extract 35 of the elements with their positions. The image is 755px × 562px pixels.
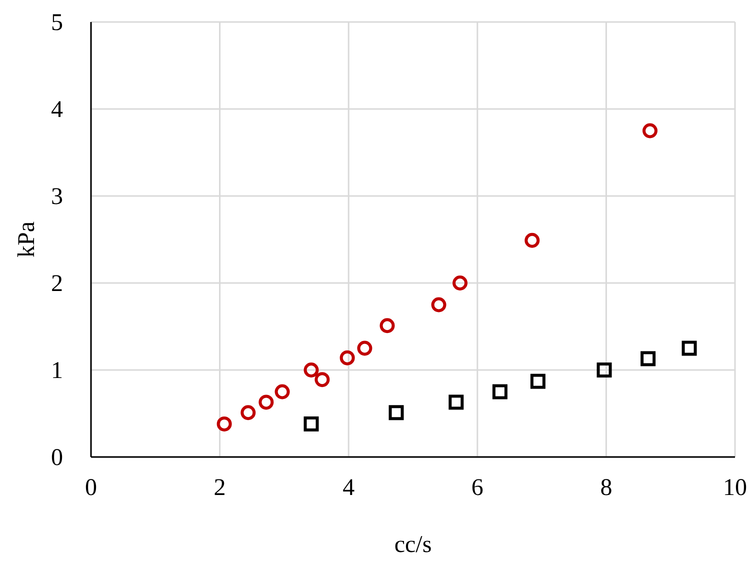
point (216, 416, 232, 432)
x-axis-title: cc/s (394, 532, 432, 558)
y-tick-label: 5 (51, 10, 63, 36)
point (274, 384, 290, 400)
point (530, 374, 546, 389)
point (492, 384, 508, 400)
point (380, 318, 395, 334)
point (258, 394, 274, 410)
x-tick-label: 10 (723, 475, 747, 501)
x-tick-label: 8 (600, 475, 612, 501)
point (431, 297, 446, 312)
y-tick-label: 2 (51, 271, 63, 297)
point (596, 362, 612, 378)
point (448, 394, 464, 410)
point (340, 350, 355, 366)
x-tick-label: 6 (471, 475, 484, 501)
point (642, 123, 658, 138)
point (240, 405, 256, 420)
point (388, 405, 404, 420)
y-tick-label: 0 (51, 445, 63, 471)
y-tick-label: 1 (51, 358, 63, 384)
point (314, 372, 330, 388)
point (640, 351, 656, 366)
point (452, 276, 468, 290)
y-tick-label: 3 (51, 184, 63, 210)
y-axis-title: kPa (14, 221, 40, 258)
x-tick-label: 2 (214, 475, 226, 501)
point (682, 340, 697, 356)
y-tick-label: 4 (51, 97, 63, 123)
point (357, 340, 372, 356)
point (524, 232, 540, 248)
point (304, 362, 319, 378)
x-tick-label: 0 (85, 475, 97, 501)
x-tick-label: 4 (342, 475, 355, 501)
point (304, 416, 319, 432)
